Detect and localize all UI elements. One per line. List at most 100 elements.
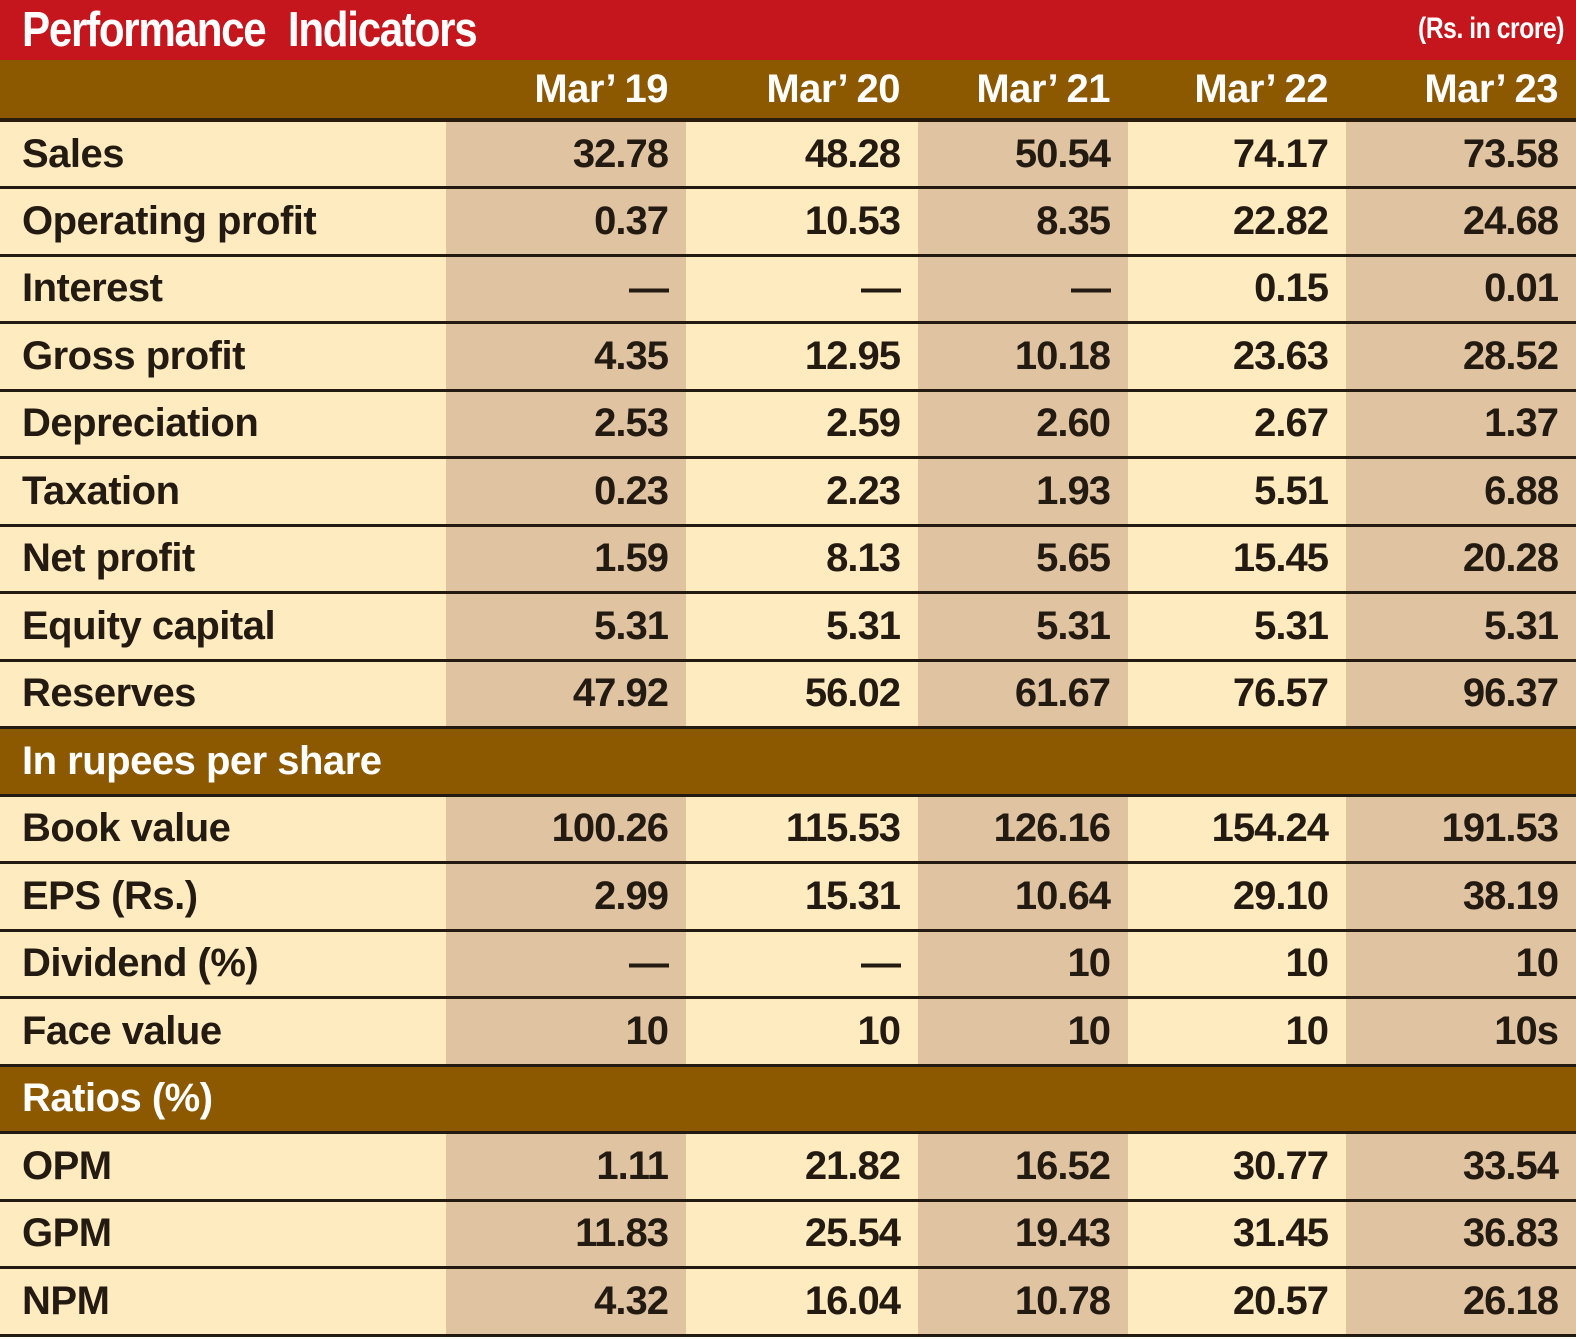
indicators-table: Mar’ 19 Mar’ 20 Mar’ 21 Mar’ 22 Mar’ 23 … — [0, 60, 1576, 1337]
table-cell: 1.11 — [446, 1132, 686, 1202]
table-cell: 36.83 — [1346, 1200, 1576, 1269]
section-title: In rupees per share — [0, 727, 1576, 797]
table-cell: 100.26 — [446, 795, 686, 864]
table-cell: 30.77 — [1128, 1132, 1346, 1202]
table-cell: 61.67 — [918, 660, 1128, 729]
table-cell: 48.28 — [686, 120, 918, 189]
row-label: Net profit — [0, 525, 446, 594]
table-cell: 19.43 — [918, 1200, 1128, 1269]
table-cell: 5.31 — [918, 592, 1128, 662]
table-row: Net profit 1.59 8.13 5.65 15.45 20.28 — [0, 525, 1576, 594]
table-cell: 38.19 — [1346, 862, 1576, 932]
table-row: Gross profit 4.35 12.95 10.18 23.63 28.52 — [0, 322, 1576, 392]
page-title: Performance Indicators — [22, 3, 478, 57]
unit-note: (Rs. in crore) — [1418, 12, 1564, 45]
table-cell: 1.59 — [446, 525, 686, 594]
column-header: Mar’ 23 — [1346, 60, 1576, 122]
table-row: GPM 11.83 25.54 19.43 31.45 36.83 — [0, 1200, 1576, 1269]
table-cell: 73.58 — [1346, 120, 1576, 189]
row-label: Face value — [0, 997, 446, 1067]
table-cell: 32.78 — [446, 120, 686, 189]
table-cell: — — [686, 930, 918, 999]
table-cell: 10 — [918, 930, 1128, 999]
table-cell: 56.02 — [686, 660, 918, 729]
table-cell: 126.16 — [918, 795, 1128, 864]
row-label: Gross profit — [0, 322, 446, 392]
table-row: Book value 100.26 115.53 126.16 154.24 191.53 — [0, 795, 1576, 864]
row-label: Dividend (%) — [0, 930, 446, 999]
table-cell: 0.01 — [1346, 255, 1576, 324]
table-cell: 33.54 — [1346, 1132, 1576, 1202]
table-cell: 10 — [1128, 930, 1346, 999]
table-cell: 115.53 — [686, 795, 918, 864]
table-cell: 2.60 — [918, 390, 1128, 459]
column-header: Mar’ 19 — [446, 60, 686, 122]
table-cell: 5.31 — [1346, 592, 1576, 662]
title-bar: Performance Indicators (Rs. in crore) — [0, 0, 1576, 60]
table-cell: 5.31 — [1128, 592, 1346, 662]
section-header-row: Ratios (%) — [0, 1065, 1576, 1134]
table-row: Taxation 0.23 2.23 1.93 5.51 6.88 — [0, 457, 1576, 527]
row-label: GPM — [0, 1200, 446, 1269]
table-row: Face value 10 10 10 10 10s — [0, 997, 1576, 1067]
table-cell: 10 — [918, 997, 1128, 1067]
column-header: Mar’ 20 — [686, 60, 918, 122]
table-cell: 2.67 — [1128, 390, 1346, 459]
table-cell: 29.10 — [1128, 862, 1346, 932]
table-cell: 22.82 — [1128, 187, 1346, 257]
table-cell: 1.37 — [1346, 390, 1576, 459]
row-label: Sales — [0, 120, 446, 189]
table-cell: 96.37 — [1346, 660, 1576, 729]
table-body: Sales 32.78 48.28 50.54 74.17 73.58 Operating … — [0, 120, 1576, 1337]
table-cell: 28.52 — [1346, 322, 1576, 392]
row-label: OPM — [0, 1132, 446, 1202]
table-cell: 10.64 — [918, 862, 1128, 932]
table-cell: 26.18 — [1346, 1267, 1576, 1337]
table-cell: 11.83 — [446, 1200, 686, 1269]
table-cell: 8.13 — [686, 525, 918, 594]
table-row: Equity capital 5.31 5.31 5.31 5.31 5.31 — [0, 592, 1576, 662]
table-cell: 4.32 — [446, 1267, 686, 1337]
table-cell: 10 — [1128, 997, 1346, 1067]
section-title: Ratios (%) — [0, 1065, 1576, 1134]
column-header: Mar’ 22 — [1128, 60, 1346, 122]
table-cell: 0.23 — [446, 457, 686, 527]
table-cell: 10s — [1346, 997, 1576, 1067]
table-cell: 2.99 — [446, 862, 686, 932]
table-cell: 10.53 — [686, 187, 918, 257]
row-label: Taxation — [0, 457, 446, 527]
table-cell: 154.24 — [1128, 795, 1346, 864]
table-cell: 74.17 — [1128, 120, 1346, 189]
table-cell: — — [918, 255, 1128, 324]
table-row: OPM 1.11 21.82 16.52 30.77 33.54 — [0, 1132, 1576, 1202]
column-header-row: Mar’ 19 Mar’ 20 Mar’ 21 Mar’ 22 Mar’ 23 — [0, 60, 1576, 122]
table-cell: 2.53 — [446, 390, 686, 459]
table-cell: — — [446, 255, 686, 324]
row-label: NPM — [0, 1267, 446, 1337]
table-cell: 2.23 — [686, 457, 918, 527]
row-label: Book value — [0, 795, 446, 864]
table-cell: 4.35 — [446, 322, 686, 392]
table-cell: 10 — [446, 997, 686, 1067]
table-row: Dividend (%) — —10 10 10 — [0, 930, 1576, 999]
table-cell: 31.45 — [1128, 1200, 1346, 1269]
table-cell: 5.31 — [446, 592, 686, 662]
table-cell: 25.54 — [686, 1200, 918, 1269]
table-cell: 0.15 — [1128, 255, 1346, 324]
table-row: Depreciation 2.53 2.59 2.60 2.67 1.37 — [0, 390, 1576, 459]
row-label: Equity capital — [0, 592, 446, 662]
table-cell: 6.88 — [1346, 457, 1576, 527]
table-cell: 191.53 — [1346, 795, 1576, 864]
table-cell: 20.57 — [1128, 1267, 1346, 1337]
table-cell: 16.52 — [918, 1132, 1128, 1202]
table-row: Sales 32.78 48.28 50.54 74.17 73.58 — [0, 120, 1576, 189]
table-row: NPM 4.32 16.04 10.78 20.57 26.18 — [0, 1267, 1576, 1337]
table-cell: 0.37 — [446, 187, 686, 257]
table-cell: 5.31 — [686, 592, 918, 662]
table-cell: 76.57 — [1128, 660, 1346, 729]
table-row: Reserves 47.92 56.02 61.67 76.57 96.37 — [0, 660, 1576, 729]
table-cell: 8.35 — [918, 187, 1128, 257]
section-header-row: In rupees per share — [0, 727, 1576, 797]
table-cell: 21.82 — [686, 1132, 918, 1202]
table-cell: 15.45 — [1128, 525, 1346, 594]
